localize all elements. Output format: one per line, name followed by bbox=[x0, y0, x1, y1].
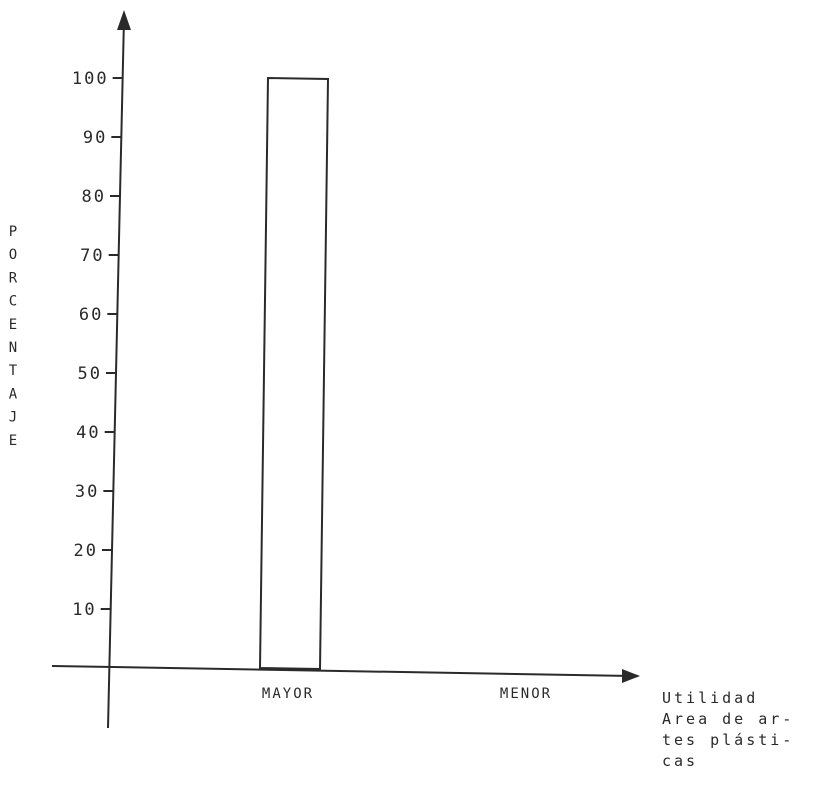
y-ticks: 10 20 30 40 50 60 70 80 90 100 bbox=[72, 69, 123, 620]
y-tick-label: 30 bbox=[75, 482, 99, 502]
bar-mayor bbox=[258, 76, 330, 671]
y-tick-label: 90 bbox=[83, 128, 107, 148]
y-tick-label: 50 bbox=[78, 364, 102, 384]
x-axis-label: Utilidad Area de ar- tes plásti- cas bbox=[662, 689, 794, 770]
y-tick-label: 20 bbox=[74, 541, 98, 561]
y-tick-label: 80 bbox=[82, 187, 106, 207]
y-axis-arrow bbox=[117, 10, 131, 30]
x-category-label-menor: MENOR bbox=[500, 686, 552, 702]
x-category-label-mayor: MAYOR bbox=[262, 686, 314, 702]
x-axis-label-line-2: Area de ar- bbox=[662, 710, 794, 728]
y-tick-label: 60 bbox=[79, 305, 103, 325]
x-category-labels: MAYOR MENOR bbox=[262, 686, 552, 702]
x-axis-label-line-3: tes plásti- bbox=[662, 731, 794, 749]
y-tick-label: 10 bbox=[72, 600, 96, 620]
x-axis bbox=[51, 665, 633, 677]
y-tick-label: 70 bbox=[80, 246, 104, 266]
y-tick-label: 40 bbox=[76, 423, 100, 443]
y-tick-label: 100 bbox=[72, 69, 109, 89]
x-axis-arrow bbox=[622, 669, 640, 683]
x-axis-label-line-4: cas bbox=[662, 752, 698, 770]
x-axis-label-line-1: Utilidad bbox=[662, 689, 758, 707]
bars bbox=[258, 76, 330, 671]
